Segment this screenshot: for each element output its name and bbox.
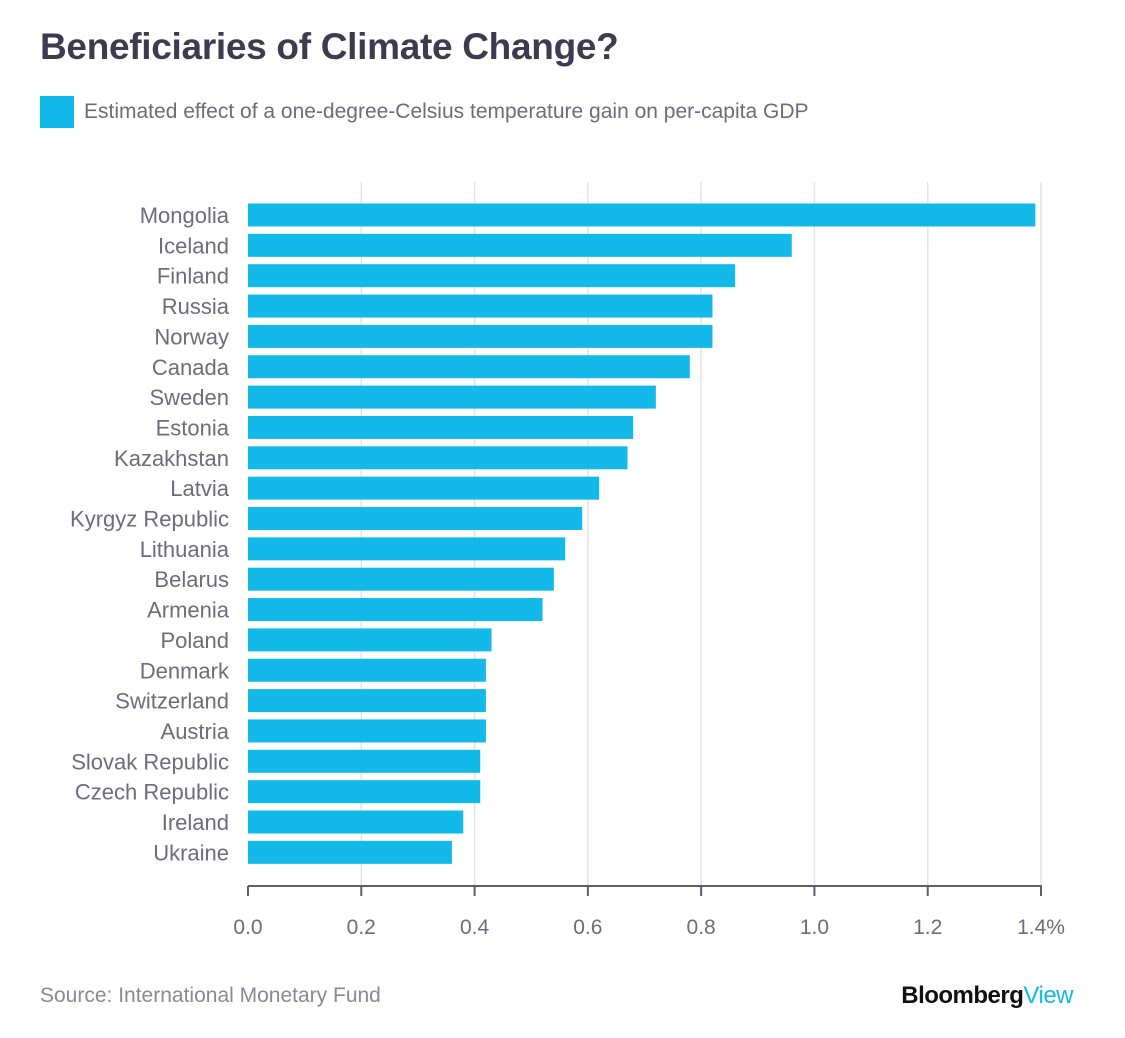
brand-part1: Bloomberg — [901, 982, 1024, 1009]
category-label: Latvia — [170, 476, 229, 501]
bar — [248, 567, 554, 591]
category-label: Lithuania — [140, 537, 230, 562]
bar — [248, 264, 736, 288]
x-tick-label: 1.2 — [913, 916, 942, 939]
legend: Estimated effect of a one-degree-Celsius… — [40, 96, 809, 128]
category-label: Kyrgyz Republic — [70, 507, 229, 532]
x-tick-label: 0.8 — [687, 916, 716, 939]
category-label: Sweden — [149, 385, 229, 410]
category-label: Iceland — [158, 233, 229, 258]
category-label: Ukraine — [153, 840, 229, 865]
x-tick-label: 1.4% — [1017, 916, 1065, 939]
category-label: Finland — [157, 264, 229, 289]
category-label: Armenia — [147, 598, 230, 623]
bar — [248, 203, 1036, 227]
category-label: Slovak Republic — [71, 749, 229, 774]
bar — [248, 780, 481, 804]
bar — [248, 294, 713, 318]
category-label: Estonia — [156, 415, 230, 440]
x-tick-label: 0.6 — [573, 916, 602, 939]
bar — [248, 840, 452, 864]
category-label: Switzerland — [115, 689, 229, 714]
legend-swatch — [40, 96, 74, 128]
bar — [248, 446, 628, 470]
bar — [248, 598, 543, 622]
category-label: Czech Republic — [75, 780, 229, 805]
bar — [248, 507, 583, 530]
x-tick-label: 0.4 — [460, 916, 490, 939]
legend-label: Estimated effect of a one-degree-Celsius… — [84, 100, 809, 123]
bar — [248, 537, 566, 561]
category-label: Poland — [160, 628, 229, 653]
bar — [248, 324, 713, 348]
category-label: Ireland — [162, 810, 229, 835]
brand-logo: BloombergView — [901, 982, 1073, 1010]
category-label: Canada — [152, 355, 230, 380]
source-note: Source: International Monetary Fund — [40, 984, 381, 1007]
bar — [248, 415, 634, 439]
bar — [248, 719, 486, 743]
bar — [248, 810, 464, 834]
bar — [248, 749, 481, 773]
chart-title: Beneficiaries of Climate Change? — [40, 26, 619, 67]
x-tick-label: 0.2 — [347, 916, 376, 939]
category-label: Norway — [154, 324, 229, 349]
category-label: Russia — [162, 294, 230, 319]
x-tick-label: 1.0 — [800, 916, 829, 939]
category-label: Denmark — [140, 658, 230, 683]
category-label: Mongolia — [140, 203, 230, 228]
bar — [248, 355, 690, 379]
bar — [248, 233, 792, 257]
brand-part2: View — [1023, 982, 1073, 1009]
bar — [248, 628, 492, 652]
category-label: Kazakhstan — [114, 446, 229, 471]
bar — [248, 689, 486, 713]
x-tick-label: 0.0 — [233, 916, 262, 939]
category-label: Belarus — [154, 567, 229, 592]
category-label: Austria — [161, 719, 230, 744]
bar — [248, 476, 600, 500]
bar — [248, 658, 486, 682]
bar — [248, 385, 656, 409]
